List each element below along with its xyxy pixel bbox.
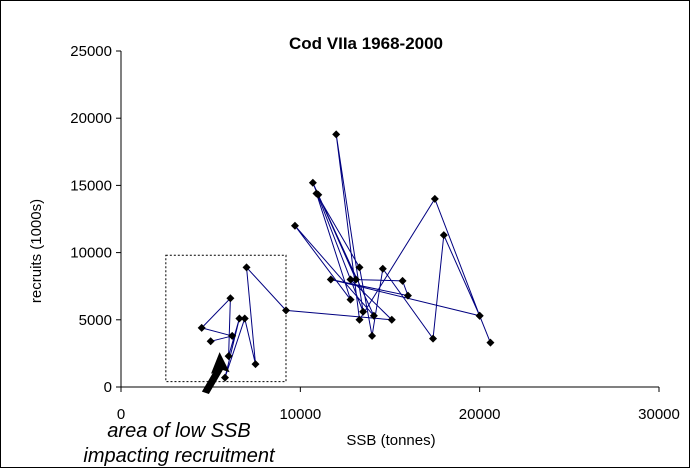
annotation-arrow	[201, 352, 230, 395]
data-point	[226, 294, 235, 303]
data-point	[346, 295, 355, 304]
data-point	[355, 315, 364, 324]
x-tick-label: 30000	[638, 406, 680, 423]
data-point	[398, 276, 407, 285]
chart-title: Cod VIIa 1968-2000	[289, 34, 443, 53]
data-point	[355, 263, 364, 272]
data-point	[326, 275, 335, 284]
data-point	[369, 311, 378, 320]
data-point	[378, 264, 387, 273]
y-tick-label: 0	[104, 379, 112, 396]
data-point	[387, 315, 396, 324]
data-point	[430, 194, 439, 203]
data-point	[281, 306, 290, 315]
data-point	[332, 130, 341, 139]
data-point	[251, 360, 260, 369]
data-point	[439, 231, 448, 240]
data-point	[206, 337, 215, 346]
y-tick-label: 25000	[70, 43, 112, 60]
tick-labels: 0 5000 10000 15000 20000 25000 0 10000 20000 3000…	[70, 43, 680, 423]
x-tick-label: 0	[117, 406, 125, 423]
x-tick-label: 10000	[279, 406, 321, 423]
data-point	[475, 311, 484, 320]
y-tick-label: 10000	[70, 245, 112, 262]
annotation-line-1: area of low SSB	[107, 420, 250, 442]
low-ssb-highlight-box	[165, 254, 287, 383]
data-point	[368, 331, 377, 340]
x-tick-label: 20000	[459, 406, 501, 423]
tick-marks	[116, 50, 660, 392]
data-points	[197, 130, 495, 382]
y-tick-label: 15000	[70, 177, 112, 194]
y-tick-label: 5000	[79, 312, 112, 329]
series-line	[200, 134, 491, 378]
data-point	[224, 352, 233, 361]
data-point	[486, 338, 495, 347]
data-point	[235, 314, 244, 323]
data-point	[290, 221, 299, 230]
data-point	[359, 307, 368, 316]
data-point	[346, 275, 355, 284]
data-point	[221, 373, 230, 382]
y-axis-title: recruits (1000s)	[28, 199, 45, 303]
x-axis-title: SSB (tonnes)	[346, 432, 435, 449]
y-tick-label: 20000	[70, 110, 112, 127]
annotation-line-2: impacting recruitment	[83, 445, 276, 467]
data-point	[308, 178, 317, 187]
data-point	[403, 291, 412, 300]
data-point	[242, 263, 251, 272]
data-point	[240, 314, 249, 323]
data-point	[351, 275, 360, 284]
data-point	[429, 334, 438, 343]
data-point	[312, 189, 321, 198]
data-point	[228, 331, 237, 340]
axes	[120, 51, 659, 388]
data-point	[197, 323, 206, 332]
